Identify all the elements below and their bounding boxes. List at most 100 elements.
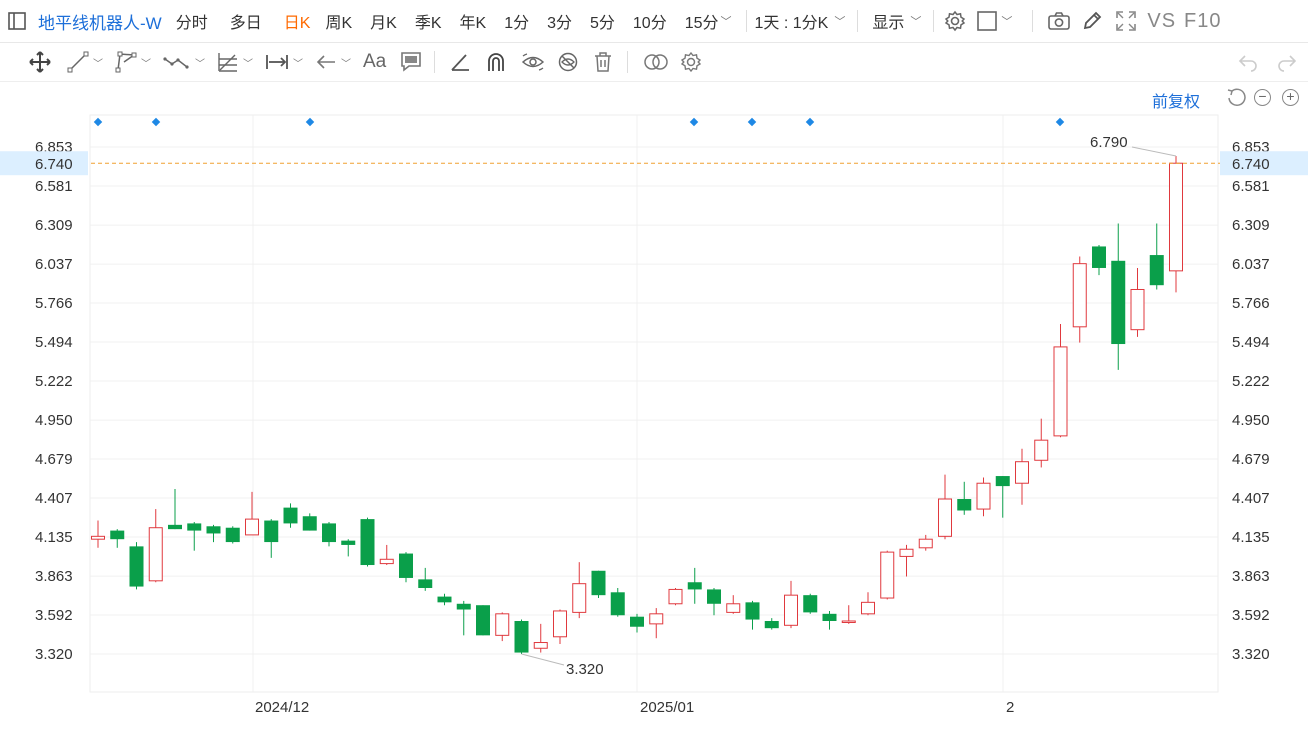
candle-body[interactable] [649,613,664,625]
fib-tool[interactable]: ﹀ [217,47,253,77]
settings-icon[interactable] [944,10,966,32]
candle-body[interactable] [1053,346,1068,437]
candle-body[interactable] [841,620,856,623]
candle-body[interactable] [976,482,991,510]
reset-icon[interactable] [1226,88,1246,113]
ruler-icon[interactable] [449,47,471,77]
candle-body[interactable] [630,616,644,627]
candle-body[interactable] [225,527,240,543]
candle-body[interactable] [302,516,317,531]
period-tab-9[interactable]: 5分 [590,15,615,32]
event-marker-icon[interactable] [805,117,815,127]
candle-body[interactable] [572,583,587,613]
candle-body[interactable] [918,538,933,549]
eye-icon[interactable] [521,47,545,77]
candle-body[interactable] [456,603,471,610]
f10-button[interactable]: F10 [1184,9,1222,32]
candle-body[interactable] [668,588,683,605]
event-marker-icon[interactable] [93,117,103,127]
period-tab-11[interactable]: 15分 [684,15,719,32]
candle-body[interactable] [1169,162,1183,272]
candle-body[interactable] [938,498,952,537]
candle-body[interactable] [418,579,433,588]
candle-body[interactable] [1149,255,1164,286]
candle-body[interactable] [110,530,125,540]
candle-body[interactable] [514,620,529,653]
candle-body[interactable] [437,596,452,603]
wave-tool[interactable]: ﹀ [163,47,205,77]
layout-select[interactable]: ﹀ [976,10,1012,32]
text-tool[interactable]: Aa [363,51,387,72]
pencil-icon[interactable] [1081,10,1103,32]
event-marker-icon[interactable] [1055,117,1065,127]
period-tab-4[interactable]: 月K [370,15,397,32]
period-tab-10[interactable]: 10分 [632,15,667,32]
candle-body[interactable] [206,526,221,534]
redo-icon[interactable] [1276,47,1298,77]
candle-body[interactable] [822,613,837,621]
candle-body[interactable] [957,499,972,511]
candle-body[interactable] [168,524,182,530]
stock-symbol[interactable]: 地平线机器人-W [38,13,162,33]
range-select[interactable]: 1天 : 1分K ﹀ [755,9,846,33]
candle-body[interactable] [784,594,798,626]
period-tab-3[interactable]: 周K [325,15,353,32]
measure-tool[interactable]: ﹀ [265,47,303,77]
candle-body[interactable] [495,613,510,636]
sidebar-toggle-icon[interactable] [8,12,26,30]
trash-icon[interactable] [593,47,613,77]
move-icon[interactable] [27,47,53,77]
camera-icon[interactable] [1047,10,1071,32]
line-tool[interactable]: ﹀ [67,47,103,77]
candle-body[interactable] [341,540,356,545]
period-tab-2[interactable]: 日K [283,15,311,32]
candle-body[interactable] [533,642,548,649]
magnet-icon[interactable] [485,47,507,77]
candle-body[interactable] [129,546,144,587]
period-tab-7[interactable]: 1分 [504,15,530,32]
polyline-tool[interactable]: ﹀ [115,47,151,77]
settings-icon[interactable] [680,47,702,77]
fullscreen-icon[interactable] [1115,10,1137,32]
candle-body[interactable] [245,518,259,536]
candle-body[interactable] [1092,246,1106,268]
period-tab-8[interactable]: 3分 [547,15,572,32]
candle-body[interactable] [1072,263,1087,328]
candle-body[interactable] [687,582,702,590]
period-dropdown-chevron-icon[interactable]: ﹀ [720,16,732,28]
candle-body[interactable] [1034,439,1049,461]
zoom-in-icon[interactable]: + [1282,89,1299,106]
event-marker-icon[interactable] [151,117,161,127]
candle-body[interactable] [861,601,875,615]
vs-compare-button[interactable]: VS [1147,9,1177,32]
candle-body[interactable] [553,610,567,638]
candle-body[interactable] [91,535,105,540]
candle-body[interactable] [399,553,413,578]
period-tab-6[interactable]: 年K [459,15,487,32]
candle-body[interactable] [1111,260,1126,345]
candle-body[interactable] [187,523,202,531]
event-marker-icon[interactable] [689,117,699,127]
period-tab-5[interactable]: 季K [414,15,442,32]
period-tab-0[interactable]: 分时 [175,15,208,32]
period-tab-1[interactable]: 多日 [229,15,262,32]
zoom-out-icon[interactable]: − [1254,89,1271,106]
candle-body[interactable] [283,507,298,524]
candle-body[interactable] [322,523,336,543]
candle-body[interactable] [745,602,760,620]
candle-body[interactable] [379,558,394,565]
undo-icon[interactable] [1237,47,1259,77]
arrow-tool[interactable]: ﹀ [315,47,351,77]
price-adjust-select[interactable]: 前复权 [1152,94,1201,111]
candle-body[interactable] [880,551,895,599]
event-marker-icon[interactable] [747,117,757,127]
candle-body[interactable] [995,476,1010,487]
link-icon[interactable] [642,47,670,77]
candle-body[interactable] [360,519,375,566]
display-select[interactable]: 显示 ﹀ [872,9,921,33]
candle-body[interactable] [148,527,163,582]
candle-body[interactable] [610,592,625,616]
hide-icon[interactable] [557,47,579,77]
candle-body[interactable] [726,603,741,613]
candle-body[interactable] [591,570,606,596]
